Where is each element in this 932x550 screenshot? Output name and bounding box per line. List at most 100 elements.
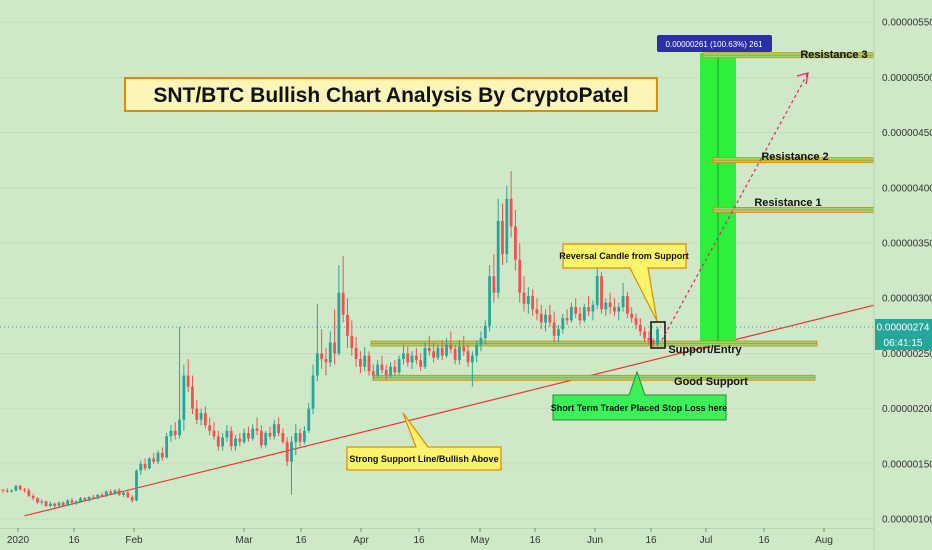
candle-body: [423, 347, 427, 367]
candle-body: [393, 366, 397, 373]
candle-body: [505, 198, 509, 255]
candle-body: [221, 437, 225, 447]
candle-body: [402, 353, 405, 359]
candle-body: [574, 307, 578, 314]
candle-body: [634, 318, 638, 325]
candle-body: [595, 276, 599, 305]
x-tick-label: 16: [758, 535, 770, 546]
current-price-text: 0.00000274: [877, 322, 930, 333]
candle-body: [522, 292, 526, 304]
candle-body: [587, 307, 591, 312]
candle-body: [87, 497, 91, 501]
candle-body: [488, 276, 491, 326]
candle-body: [208, 425, 212, 431]
candle-body: [320, 353, 324, 359]
candle-body: [303, 430, 306, 442]
candle-body: [492, 276, 496, 293]
annotations: Resistance 3 Resistance 2 Resistance 1 Supp…: [124, 35, 868, 471]
x-tick-label: Jul: [700, 535, 713, 546]
candle-body: [27, 490, 31, 496]
support-trendline: [24, 291, 929, 517]
candle-body: [255, 428, 259, 431]
candle-body: [169, 430, 173, 437]
candles: [1, 171, 659, 509]
measure-label-badge: [657, 35, 772, 52]
candle-body: [70, 500, 74, 503]
candle-body: [453, 349, 457, 361]
y-tick-label: 0.00000200: [882, 404, 932, 415]
chart-title: SNT/BTC Bullish Chart Analysis By Crypto…: [153, 84, 628, 107]
candle-body: [341, 292, 345, 315]
candle-body: [630, 313, 634, 319]
candle-body: [419, 360, 423, 367]
x-tick-label: Jun: [587, 535, 603, 546]
y-tick-label: 0.00000300: [882, 294, 932, 305]
candle-body: [591, 304, 595, 312]
candle-body: [367, 355, 371, 372]
reversal-callout-box: [562, 243, 687, 322]
candle-body: [57, 502, 61, 506]
candle-body: [462, 346, 466, 352]
candle-body: [458, 346, 461, 361]
candle-body: [104, 491, 108, 496]
candle-body: [251, 428, 255, 439]
x-tick-label: 16: [68, 535, 80, 546]
candle-body: [66, 500, 69, 506]
candle-body: [539, 313, 543, 323]
candle-body: [621, 296, 625, 308]
y-tick-label: 0.00000400: [882, 183, 932, 194]
x-tick-label: Aug: [815, 535, 833, 546]
candle-body: [109, 491, 113, 494]
candle-body: [509, 198, 513, 227]
candle-body: [328, 342, 332, 363]
candle-body: [578, 313, 582, 321]
candle-body: [526, 296, 530, 304]
candle-body: [544, 314, 547, 323]
candle-body: [126, 492, 130, 498]
candle-body: [247, 433, 250, 439]
x-tick-label: Apr: [353, 535, 369, 546]
candle-body: [625, 296, 629, 314]
candle-body: [36, 498, 39, 503]
candle-body: [83, 498, 87, 501]
candle-body: [535, 309, 539, 314]
candle-body: [238, 438, 242, 442]
candle-body: [479, 338, 483, 345]
candle-body: [552, 322, 556, 336]
candle-body: [561, 318, 565, 330]
candle-body: [173, 430, 177, 436]
candle-body: [638, 324, 642, 332]
candle-body: [199, 413, 203, 420]
candle-body: [143, 463, 147, 469]
good-support-label: Good Support: [674, 376, 748, 388]
candle-body: [350, 335, 354, 348]
candle-body: [182, 375, 186, 420]
candle-body: [31, 495, 35, 499]
support-callout-box: [346, 412, 502, 471]
y-tick-label: 0.00000250: [882, 349, 932, 360]
candle-body: [178, 419, 181, 436]
candle-body: [449, 344, 453, 350]
candle-body: [216, 436, 220, 447]
candle-body: [608, 302, 612, 308]
candle-body: [600, 276, 603, 310]
support-entry-label: Support/Entry: [668, 344, 742, 356]
candle-body: [152, 458, 156, 462]
candle-body: [389, 366, 392, 376]
resistance-1-label: Resistance 1: [754, 197, 821, 209]
candle-body: [384, 370, 388, 376]
x-tick-label: 16: [529, 535, 541, 546]
measure-label-text: 0.00000261 (100.63%) 261: [666, 40, 764, 49]
candle-body: [281, 433, 285, 442]
candle-body: [1, 489, 5, 491]
candle-body: [272, 424, 276, 437]
candle-body: [363, 355, 367, 367]
candle-body: [307, 408, 311, 431]
y-tick-label: 0.00000100: [882, 515, 932, 526]
candle-body: [324, 358, 328, 363]
candle-body: [440, 347, 444, 356]
candle-body: [604, 302, 608, 310]
candle-body: [346, 314, 349, 336]
